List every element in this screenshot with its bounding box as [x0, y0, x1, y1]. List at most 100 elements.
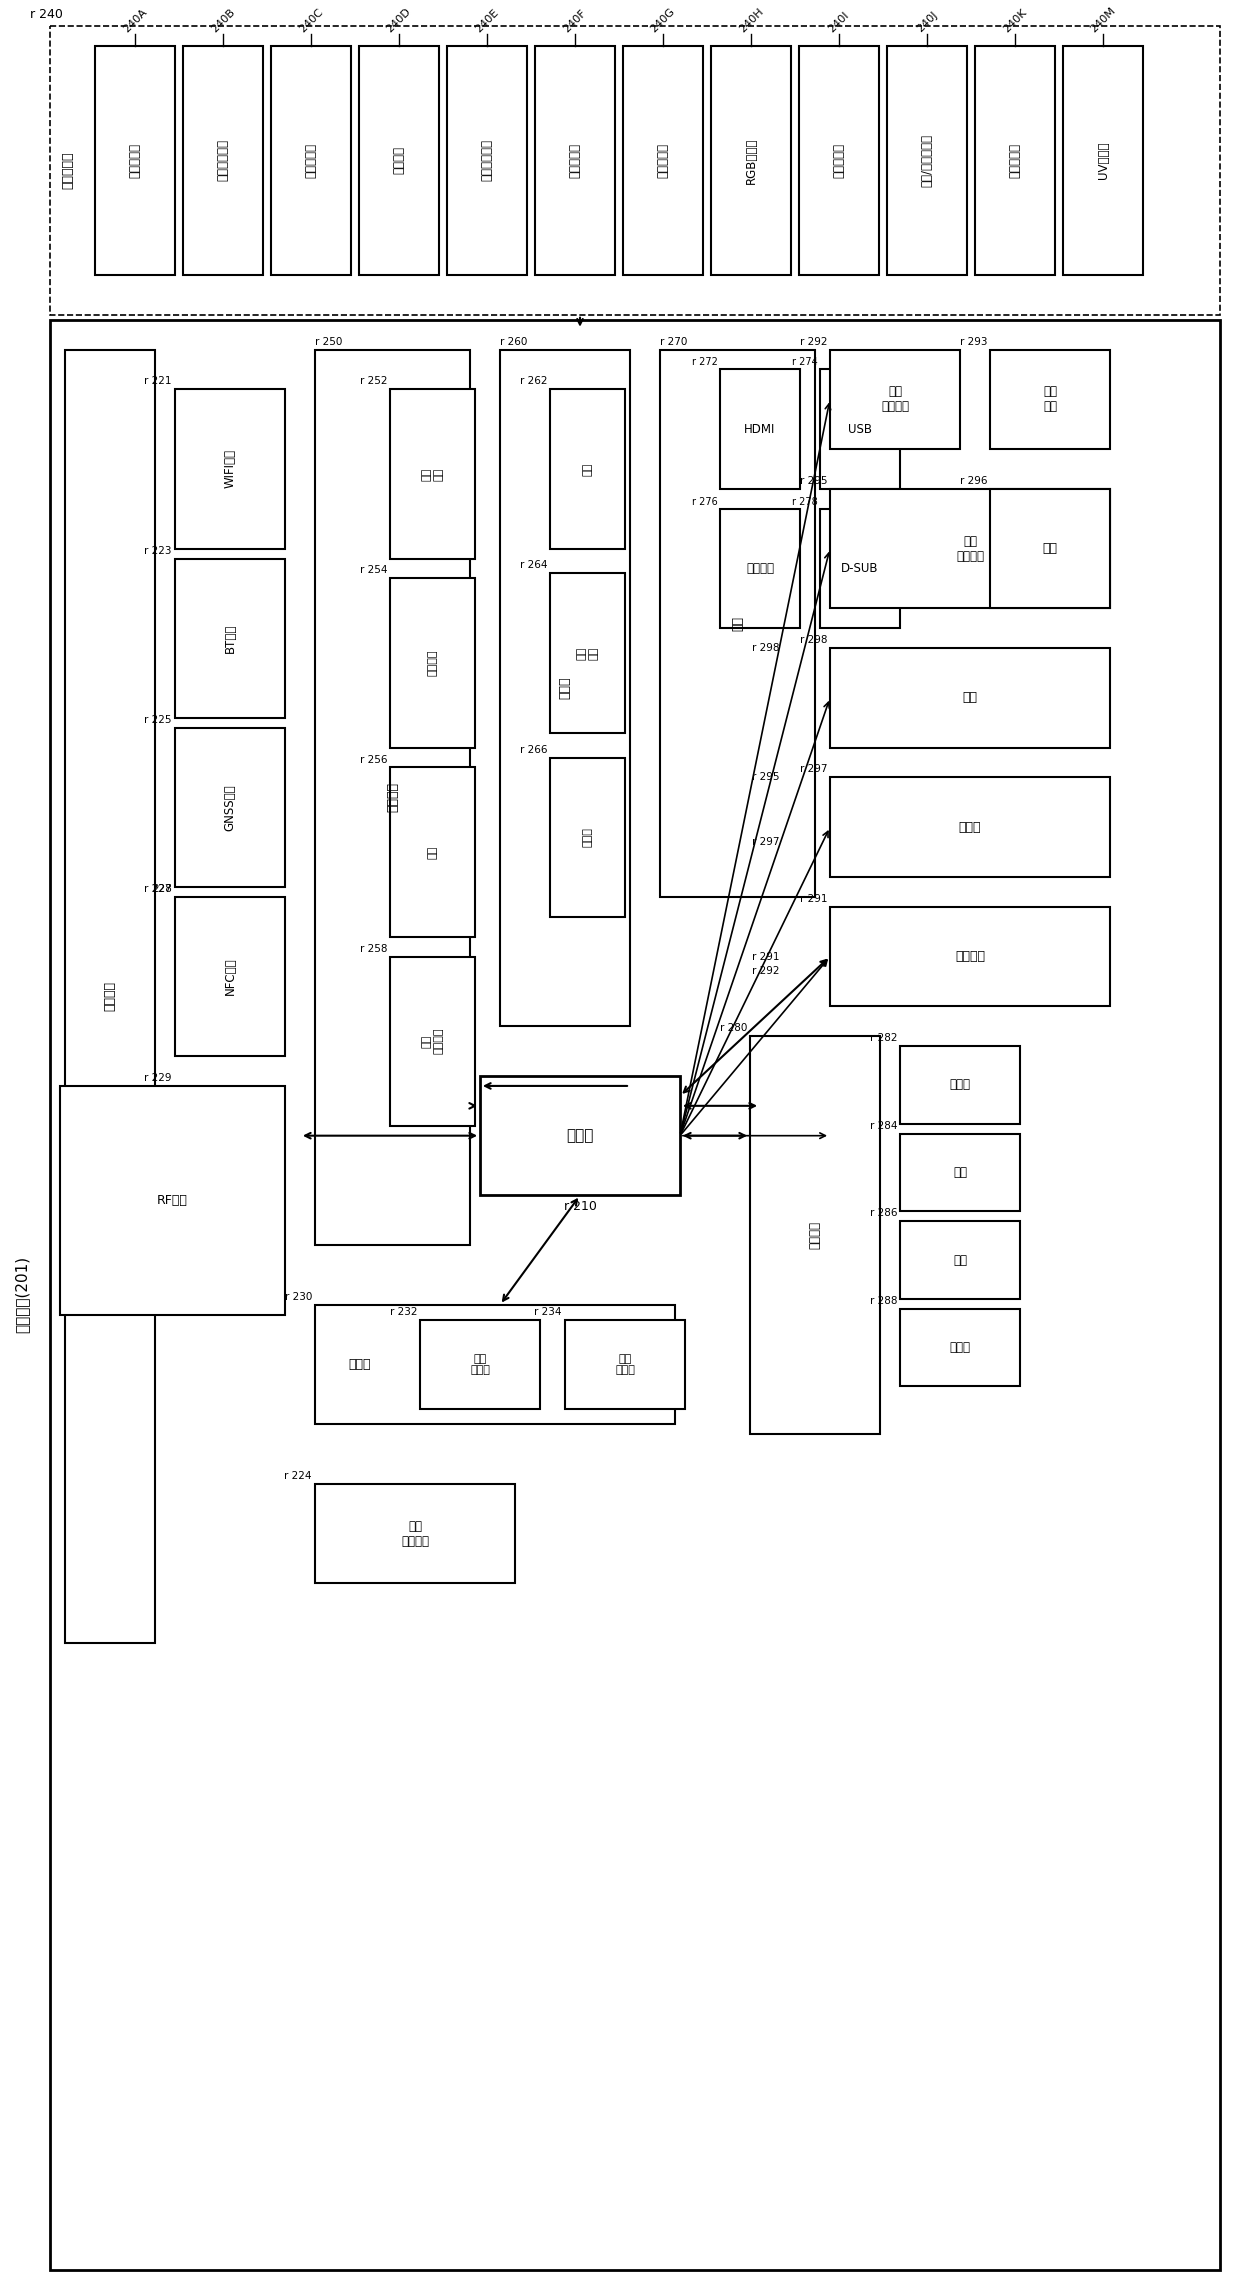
Text: r 272: r 272 [692, 358, 718, 367]
Text: 笔传感器: 笔传感器 [428, 649, 438, 677]
Text: 240A: 240A [122, 7, 149, 34]
Text: RGB传感器: RGB传感器 [744, 138, 758, 184]
Bar [622, 46, 703, 275]
Bar [900, 1047, 1021, 1125]
Bar [1063, 46, 1143, 275]
Text: 光学接口: 光学接口 [746, 562, 774, 576]
Bar [887, 46, 967, 275]
Text: r 288: r 288 [869, 1297, 897, 1306]
Text: r 224: r 224 [284, 1471, 312, 1480]
Text: r 293: r 293 [960, 337, 987, 347]
Text: 240I: 240I [827, 9, 851, 34]
Text: 存储器: 存储器 [348, 1359, 371, 1370]
Bar [551, 757, 625, 916]
Text: r 276: r 276 [692, 496, 718, 507]
Text: r 284: r 284 [869, 1120, 897, 1131]
Bar [975, 46, 1055, 275]
Text: r 258: r 258 [360, 943, 387, 955]
Text: 240D: 240D [384, 7, 413, 34]
Text: 生物传感器: 生物传感器 [832, 142, 846, 179]
Text: r 221: r 221 [145, 376, 172, 386]
Bar [95, 46, 175, 275]
Text: r 297: r 297 [800, 764, 827, 773]
Text: 全息
设备: 全息 设备 [577, 647, 598, 659]
Text: r 298: r 298 [753, 643, 780, 654]
Bar [830, 349, 960, 450]
Text: HDMI: HDMI [744, 422, 776, 436]
Text: r 230: r 230 [285, 1292, 312, 1301]
Bar [830, 647, 1110, 748]
Text: r 297: r 297 [753, 838, 780, 847]
Bar [60, 1086, 285, 1315]
Bar [175, 728, 285, 886]
Bar [990, 349, 1110, 450]
Bar [720, 509, 800, 629]
Bar [820, 369, 900, 489]
Text: 传感器模块: 传感器模块 [62, 151, 74, 188]
Bar [391, 578, 475, 748]
Bar [799, 46, 879, 275]
Text: 触摸
面板: 触摸 面板 [422, 468, 444, 480]
Text: r 292: r 292 [753, 966, 780, 975]
Text: 内部
存储器: 内部 存储器 [470, 1354, 490, 1375]
Bar [50, 319, 1220, 2270]
Bar [534, 46, 615, 275]
Bar [500, 349, 630, 1026]
Bar [360, 46, 439, 275]
Text: r 252: r 252 [360, 376, 387, 386]
Text: 扬声器: 扬声器 [950, 1079, 971, 1092]
Bar [391, 390, 475, 558]
Text: r 234: r 234 [534, 1306, 562, 1317]
Text: r 270: r 270 [660, 337, 687, 347]
Text: 显示器: 显示器 [558, 677, 572, 700]
Text: 投影仪: 投影仪 [583, 826, 593, 847]
Text: r 278: r 278 [792, 496, 818, 507]
Text: 麦克风: 麦克风 [950, 1340, 971, 1354]
Text: r 264: r 264 [520, 560, 547, 571]
Text: 手势传感器: 手势传感器 [129, 142, 141, 179]
Text: r 256: r 256 [360, 755, 387, 764]
Bar [660, 349, 815, 897]
Text: GNSS模块: GNSS模块 [223, 785, 237, 831]
Text: 240G: 240G [649, 7, 677, 34]
Bar [315, 349, 470, 1246]
Bar [830, 489, 1110, 608]
Bar [391, 767, 475, 936]
Text: 照度传感器: 照度传感器 [1008, 142, 1022, 179]
Text: r 298: r 298 [800, 636, 827, 645]
Text: r 225: r 225 [145, 714, 172, 725]
Text: r 223: r 223 [145, 546, 172, 555]
Text: r 291: r 291 [800, 893, 827, 904]
Text: r 260: r 260 [500, 337, 527, 347]
Bar [720, 369, 800, 489]
Text: 按键: 按键 [428, 845, 438, 858]
Text: 指示器: 指示器 [959, 822, 981, 833]
Text: r 210: r 210 [563, 1200, 596, 1214]
Text: 电子设备(201): 电子设备(201) [15, 1255, 30, 1333]
Bar [820, 509, 900, 629]
Text: r 274: r 274 [792, 358, 818, 367]
Text: 接口: 接口 [732, 615, 744, 631]
Text: r 296: r 296 [960, 475, 987, 487]
Text: 温度/湿度传感器: 温度/湿度传感器 [920, 133, 934, 186]
Text: r 250: r 250 [315, 337, 342, 347]
Text: 外部
存储器: 外部 存储器 [615, 1354, 635, 1375]
Text: r 292: r 292 [800, 337, 827, 347]
Text: 240F: 240F [562, 7, 588, 34]
Text: 240C: 240C [298, 7, 325, 34]
Bar [830, 778, 1110, 877]
Text: r 232: r 232 [389, 1306, 417, 1317]
Text: 输入设备: 输入设备 [386, 783, 399, 812]
Text: D-SUB: D-SUB [841, 562, 879, 576]
Text: 240H: 240H [737, 7, 765, 34]
Bar [184, 46, 263, 275]
Text: 电力
耦散元件: 电力 耦散元件 [880, 386, 909, 413]
Text: r 240: r 240 [30, 9, 63, 21]
Bar [551, 390, 625, 549]
Text: r 229: r 229 [145, 1074, 172, 1083]
Bar [420, 1320, 539, 1409]
Text: 处理器: 处理器 [567, 1129, 594, 1143]
Bar [315, 1306, 675, 1425]
Text: 通信模块: 通信模块 [103, 982, 117, 1012]
Text: 气压传感器: 气压传感器 [305, 142, 317, 179]
